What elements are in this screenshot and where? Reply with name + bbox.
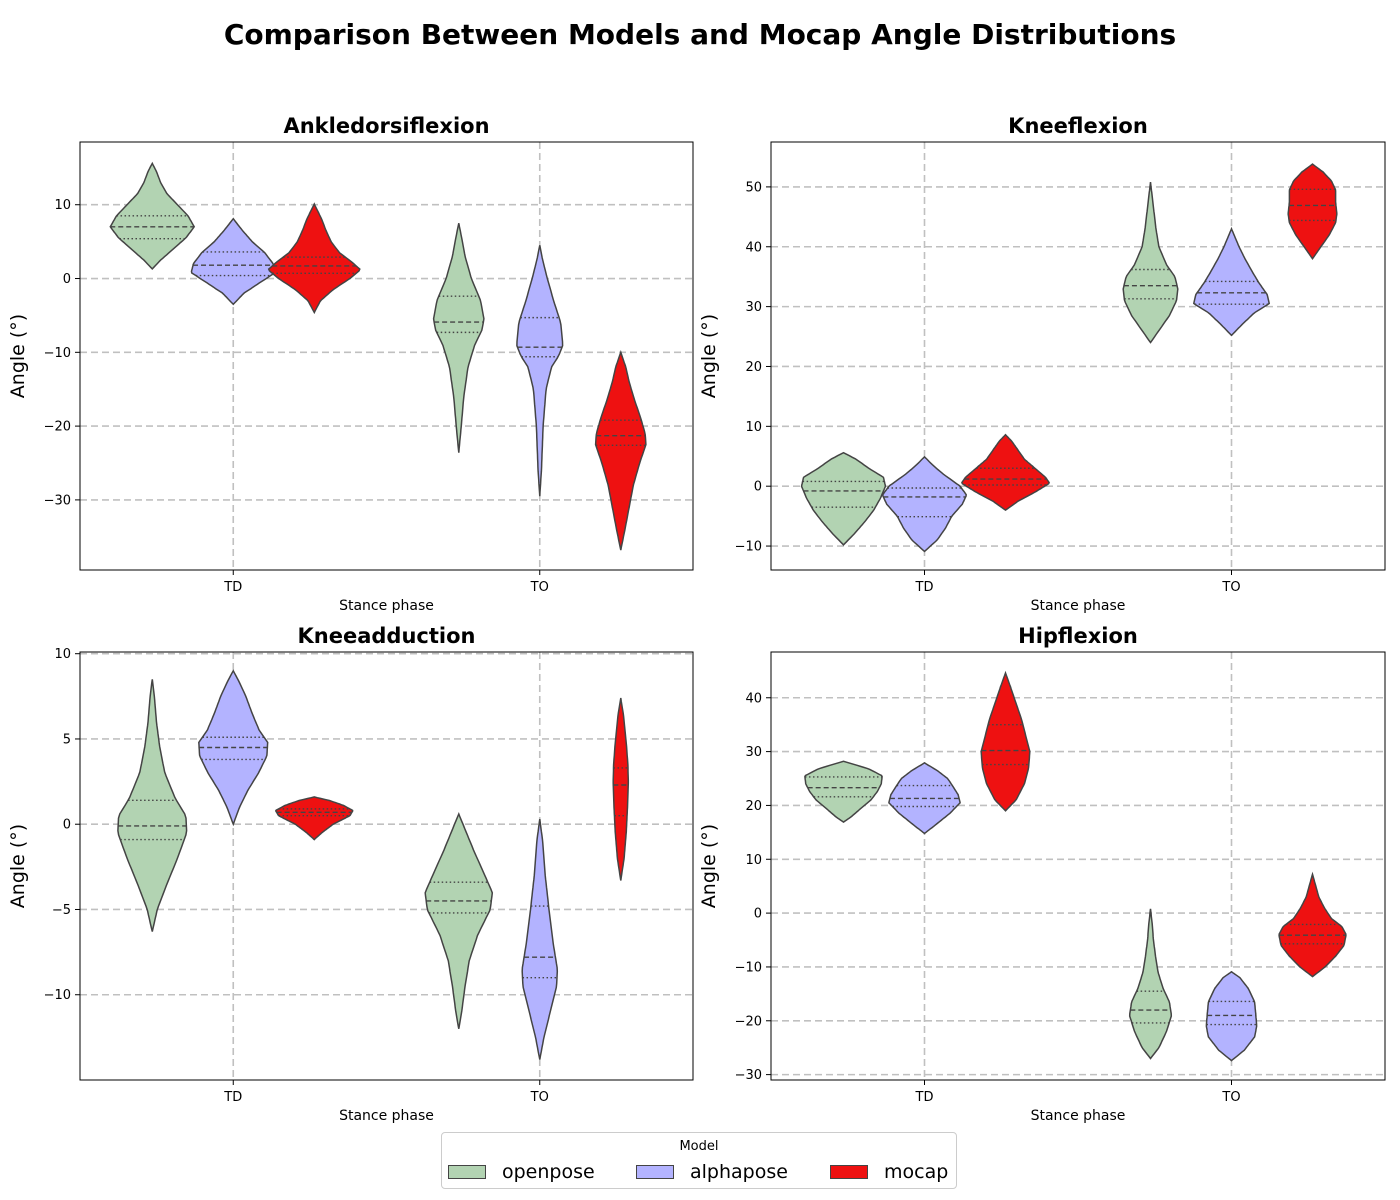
x-tick-label-td: TD — [223, 1090, 242, 1105]
y-tick-label: 0 — [754, 907, 762, 922]
subplot-ankledorsiflexion: −30 −20 −10 0 10 TD TO Stance phase Angle (°) Ank… — [7, 114, 694, 614]
x-tick-label-to: TO — [530, 1090, 549, 1105]
y-tick-label: 0 — [754, 480, 762, 495]
violin-mocap-td — [275, 796, 354, 841]
y-tick-label: 40 — [745, 240, 762, 255]
plot-frame — [79, 141, 694, 571]
violin-openpose-to — [1122, 182, 1179, 344]
violin-openpose-td — [804, 760, 883, 824]
x-axis-label: Stance phase — [1031, 598, 1126, 614]
subplot-title: Kneeadduction — [298, 624, 476, 648]
violin-openpose-to — [432, 223, 485, 453]
subplot-title: Ankledorsiflexion — [283, 114, 489, 138]
legend-label-openpose: openpose — [502, 1161, 595, 1183]
y-tick-label: −20 — [44, 420, 71, 435]
y-tick-label: 5 — [63, 732, 71, 747]
x-axis-label: Stance phase — [339, 1108, 434, 1124]
legend-swatch-mocap — [830, 1165, 868, 1179]
violin-openpose-to — [1128, 908, 1173, 1060]
plot-frame — [79, 651, 694, 1081]
legend-label-mocap: mocap — [884, 1161, 949, 1183]
y-axis-label: Angle (°) — [698, 824, 720, 908]
legend-title: Model — [679, 1139, 719, 1154]
x-axis-label: Stance phase — [339, 598, 434, 614]
violin-mocap-td — [961, 433, 1050, 512]
y-tick-label: 30 — [745, 300, 762, 315]
violin-alphapose-to — [1192, 226, 1271, 337]
y-tick-label: 30 — [745, 745, 762, 760]
y-axis-label: Angle (°) — [7, 824, 29, 908]
y-tick-label: −10 — [44, 346, 71, 361]
legend-item-openpose: openpose — [448, 1161, 595, 1183]
violin-alphapose-to — [521, 818, 559, 1060]
violin-alphapose-td — [190, 217, 276, 306]
violin-alphapose-to — [1205, 970, 1258, 1062]
y-tick-label: 50 — [745, 180, 762, 195]
y-tick-label: 0 — [63, 272, 71, 287]
legend-label-alphapose: alphapose — [690, 1161, 788, 1183]
y-tick-label: −30 — [44, 493, 71, 508]
y-tick-label: −10 — [735, 960, 762, 975]
figure-title: Comparison Between Models and Mocap Angl… — [223, 18, 1177, 51]
violin-openpose-td — [117, 679, 188, 932]
violin-mocap-to — [1287, 163, 1338, 260]
x-tick-label-to: TO — [1221, 1090, 1240, 1105]
x-tick-label-td: TD — [915, 580, 934, 595]
y-axis-label: Angle (°) — [7, 314, 29, 398]
y-tick-label: 10 — [54, 198, 71, 213]
violin-mocap-td — [980, 670, 1031, 812]
legend-swatch-openpose — [448, 1165, 486, 1179]
y-tick-label: 10 — [54, 647, 71, 662]
y-tick-label: 0 — [63, 818, 71, 833]
legend-item-alphapose: alphapose — [636, 1161, 788, 1183]
violin-mocap-td — [267, 202, 361, 315]
subplot-kneeadduction: −10 −5 0 5 10 TD TO Stance phase Angle (°) Kneead… — [7, 624, 694, 1124]
plot-frame — [770, 141, 1386, 571]
y-tick-label: −30 — [735, 1068, 762, 1083]
violin-alphapose-to — [516, 245, 564, 497]
legend-item-mocap: mocap — [830, 1161, 948, 1183]
x-tick-label-td: TD — [223, 580, 242, 595]
violin-openpose-td — [109, 161, 196, 270]
y-tick-label: −10 — [735, 540, 762, 555]
subplot-title: Kneeflexion — [1008, 114, 1148, 138]
x-tick-label-to: TO — [530, 580, 549, 595]
violin-alphapose-td — [882, 455, 967, 553]
subplot-hipflexion: −30 −20 −10 0 10 20 30 40 TD TO Stance phase Angle … — [698, 624, 1386, 1124]
legend-swatch-alphapose — [636, 1165, 674, 1179]
y-tick-label: 40 — [745, 691, 762, 706]
y-tick-label: 20 — [745, 799, 762, 814]
y-tick-label: −5 — [52, 903, 71, 918]
y-tick-label: 20 — [745, 360, 762, 375]
y-tick-label: −10 — [44, 988, 71, 1003]
x-tick-label-td: TD — [915, 1090, 934, 1105]
violin-mocap-to — [612, 697, 630, 881]
violin-mocap-to — [1278, 871, 1347, 978]
y-axis-label: Angle (°) — [698, 314, 720, 398]
violin-openpose-td — [800, 451, 887, 546]
x-tick-label-to: TO — [1221, 580, 1240, 595]
x-axis-label: Stance phase — [1031, 1108, 1126, 1124]
subplot-kneeflexion: −10 0 10 20 30 40 50 TD TO Stance phase Angle (°) K… — [698, 114, 1386, 614]
y-tick-label: 10 — [745, 420, 762, 435]
legend: Model openpose alphapose mocap — [441, 1132, 957, 1189]
subplot-title: Hipflexion — [1018, 624, 1138, 648]
violin-mocap-to — [594, 350, 647, 551]
plot-frame — [770, 651, 1386, 1081]
violin-openpose-to — [424, 811, 494, 1029]
y-tick-label: 10 — [745, 853, 762, 868]
y-tick-label: −20 — [735, 1014, 762, 1029]
